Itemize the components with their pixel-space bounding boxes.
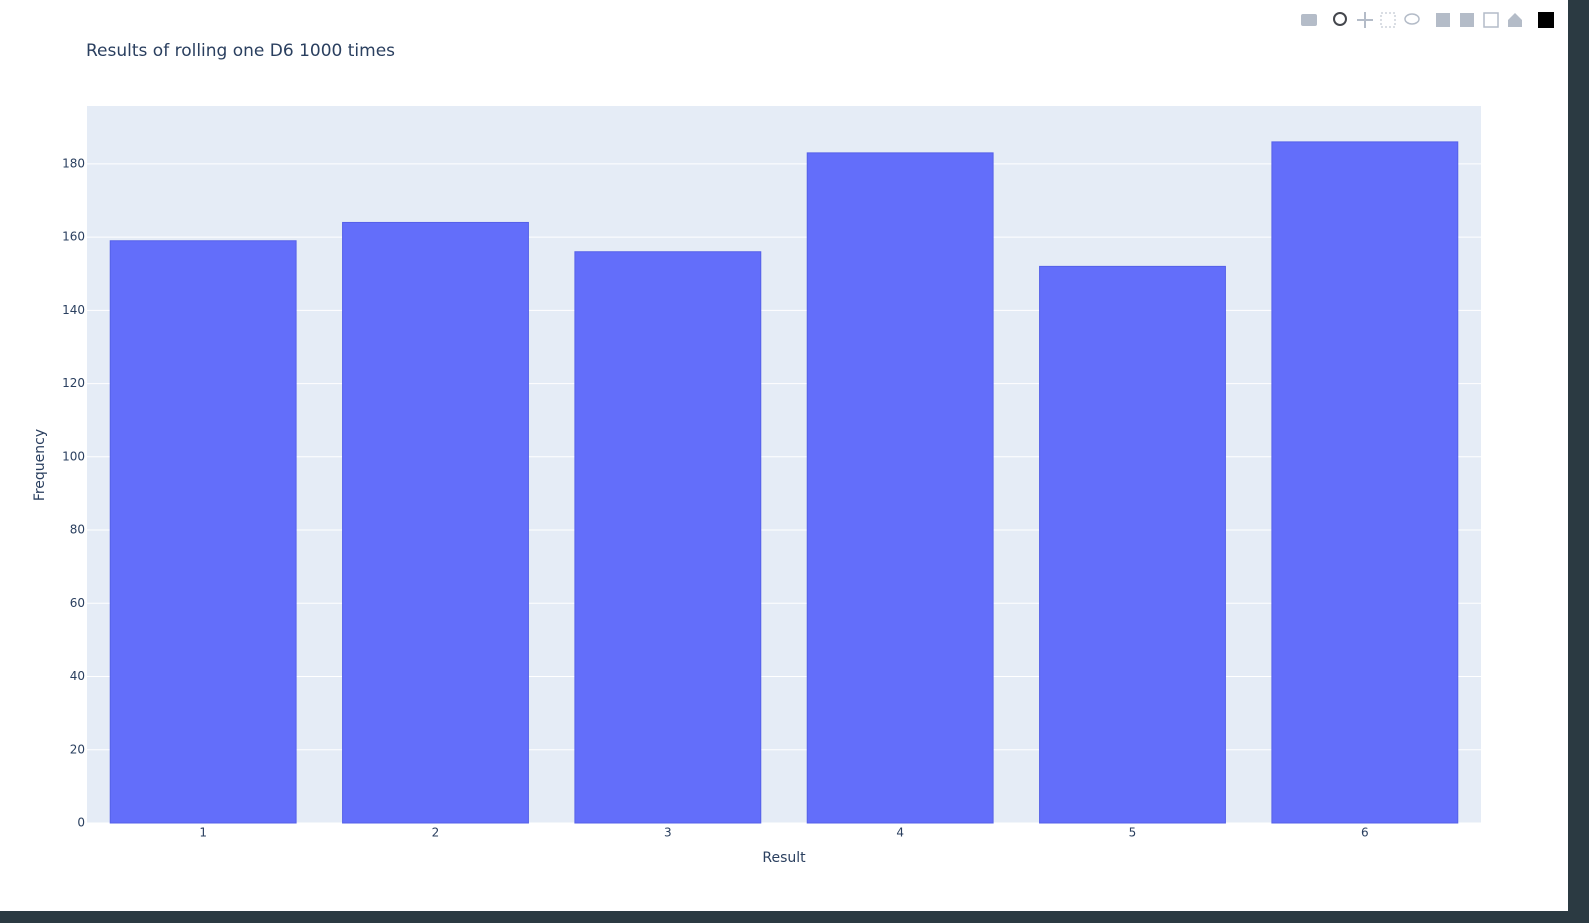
window-edge: [1568, 0, 1589, 923]
modebar: [1301, 12, 1554, 28]
y-tick-label: 160: [62, 230, 85, 244]
plotly-logo[interactable]: [1538, 12, 1554, 28]
x-tick-label: 2: [432, 826, 440, 840]
y-tick-label: 60: [70, 596, 85, 610]
x-tick-label: 5: [1129, 826, 1137, 840]
bar: [342, 221, 529, 824]
lasso-button[interactable]: [1404, 13, 1420, 25]
y-tick-label: 0: [77, 816, 85, 830]
bar: [109, 240, 297, 824]
bar: [806, 152, 994, 824]
autoscale-button[interactable]: [1483, 12, 1499, 28]
x-tick-label: 6: [1361, 826, 1369, 840]
window-edge: [0, 911, 1589, 923]
y-tick-label: 40: [70, 669, 85, 683]
plot-area: [87, 106, 1481, 823]
bar: [1039, 265, 1226, 824]
y-tick-label: 120: [62, 376, 85, 390]
reset-button[interactable]: [1508, 13, 1522, 27]
y-tick-label: 100: [62, 449, 85, 463]
zoom-in-button[interactable]: [1436, 13, 1450, 27]
camera-button[interactable]: [1301, 14, 1317, 26]
bar: [574, 251, 762, 824]
zoom-button[interactable]: [1333, 12, 1347, 26]
y-tick-label: 180: [62, 156, 85, 170]
x-tick-label: 3: [664, 826, 672, 840]
select-button[interactable]: [1380, 12, 1396, 28]
y-tick-label: 140: [62, 303, 85, 317]
y-axis-title: Frequency: [32, 429, 48, 501]
bar: [1271, 141, 1459, 824]
x-tick-label: 1: [199, 826, 207, 840]
y-tick-label: 20: [70, 742, 85, 756]
pan-button[interactable]: [1357, 12, 1373, 28]
x-axis-title: Result: [762, 850, 806, 866]
x-tick-label: 4: [896, 826, 904, 840]
zoom-out-button[interactable]: [1460, 13, 1474, 27]
chart-title: Results of rolling one D6 1000 times: [86, 41, 395, 61]
y-tick-label: 80: [70, 523, 85, 537]
